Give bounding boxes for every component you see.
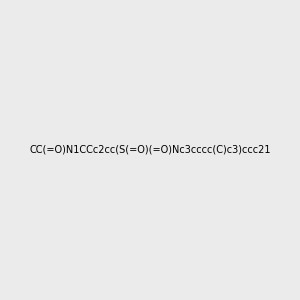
Text: CC(=O)N1CCc2cc(S(=O)(=O)Nc3cccc(C)c3)ccc21: CC(=O)N1CCc2cc(S(=O)(=O)Nc3cccc(C)c3)ccc… [29,145,271,155]
